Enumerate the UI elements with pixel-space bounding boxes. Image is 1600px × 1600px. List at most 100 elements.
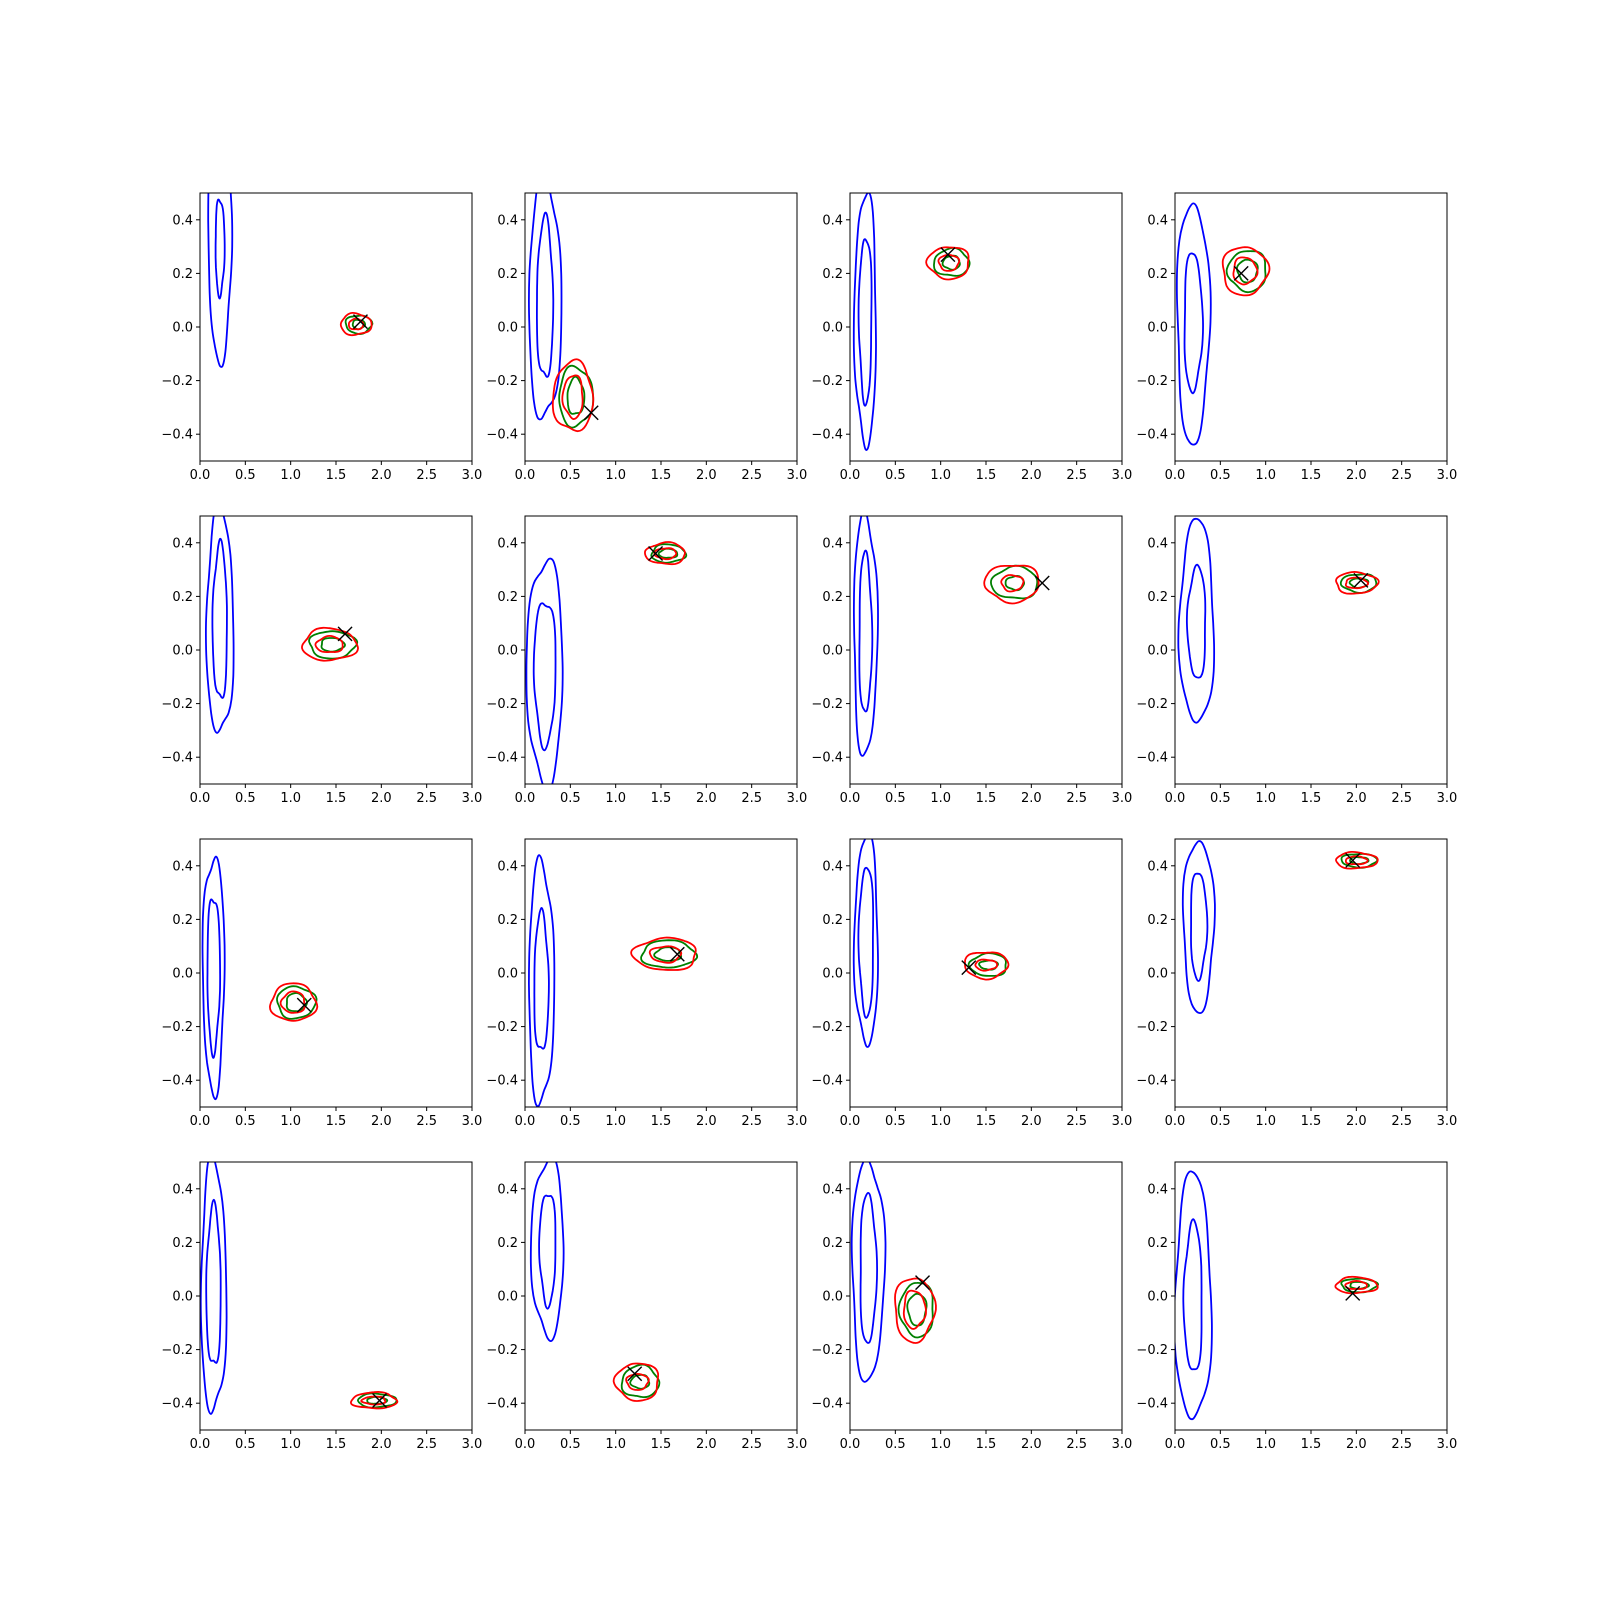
posterior-b-contour-outer bbox=[612, 1362, 660, 1402]
y-tick-label: −0.4 bbox=[161, 1397, 193, 1412]
y-tick-label: 0.4 bbox=[172, 1182, 193, 1197]
y-tick-label: 0.0 bbox=[497, 321, 518, 336]
y-tick-label: 0.4 bbox=[822, 213, 843, 228]
x-tick-label: 2.0 bbox=[1021, 1437, 1042, 1452]
x-tick-label: 1.0 bbox=[605, 791, 626, 806]
x-tick-label: 1.0 bbox=[930, 468, 951, 483]
true-value-marker bbox=[961, 960, 977, 976]
x-tick-label: 1.5 bbox=[651, 1437, 672, 1452]
posterior-b-contour-inner bbox=[1344, 1280, 1368, 1290]
y-tick-label: 0.4 bbox=[822, 536, 843, 551]
prior-contour-outer bbox=[852, 516, 879, 757]
y-tick-label: −0.4 bbox=[1136, 1397, 1168, 1412]
panel-2: 0.0 0.5 1.0 1.5 2.0 2.5 3.0 −0.4 −0.2 0.0 0.2 0.4 bbox=[486, 192, 807, 483]
x-tick-label: 0.5 bbox=[1210, 1437, 1231, 1452]
plot-area bbox=[528, 193, 599, 433]
x-tick-label: 0.0 bbox=[840, 1114, 861, 1129]
y-tick-label: −0.2 bbox=[161, 1020, 193, 1035]
panel-1: 0.0 0.5 1.0 1.5 2.0 2.5 3.0 −0.4 −0.2 0.0 0.2 0.4 bbox=[161, 192, 482, 483]
prior-contour-outer bbox=[852, 839, 879, 1048]
x-tick-label: 1.0 bbox=[1255, 468, 1276, 483]
prior-contour-inner bbox=[1185, 563, 1207, 679]
x-tick-label: 1.0 bbox=[605, 1114, 626, 1129]
true-value-marker bbox=[583, 405, 599, 421]
y-tick-label: 0.0 bbox=[822, 644, 843, 659]
posterior-b-contour-outer bbox=[1335, 571, 1380, 595]
y-tick-label: 0.2 bbox=[497, 1236, 518, 1251]
true-value-marker bbox=[296, 997, 312, 1013]
y-tick-label: 0.4 bbox=[497, 536, 518, 551]
x-tick-label: 2.5 bbox=[416, 468, 437, 483]
x-tick-label: 0.5 bbox=[560, 1437, 581, 1452]
y-tick-label: 0.2 bbox=[172, 590, 193, 605]
true-value-marker bbox=[915, 1275, 931, 1291]
x-tick-label: 0.0 bbox=[515, 1437, 536, 1452]
true-value-marker bbox=[337, 626, 353, 642]
y-tick-label: 0.4 bbox=[822, 859, 843, 874]
x-tick-label: 3.0 bbox=[787, 1437, 808, 1452]
y-tick-label: 0.2 bbox=[497, 267, 518, 282]
x-tick-label: 1.5 bbox=[326, 1437, 347, 1452]
plot-area bbox=[1177, 517, 1380, 724]
y-tick-label: −0.4 bbox=[486, 751, 518, 766]
x-tick-label: 1.0 bbox=[605, 1437, 626, 1452]
panel-8: 0.0 0.5 1.0 1.5 2.0 2.5 3.0 −0.4 −0.2 0.0 0.2 0.4 bbox=[1136, 515, 1457, 806]
posterior-a-contour-outer bbox=[558, 364, 595, 429]
y-tick-label: −0.4 bbox=[161, 751, 193, 766]
y-tick-label: −0.2 bbox=[811, 1343, 843, 1358]
plot-area bbox=[204, 516, 359, 734]
prior-contour-inner bbox=[533, 907, 550, 1050]
x-tick-label: 0.0 bbox=[190, 1114, 211, 1129]
y-tick-label: 0.2 bbox=[1147, 913, 1168, 928]
x-tick-label: 1.0 bbox=[1255, 791, 1276, 806]
x-tick-label: 2.0 bbox=[696, 468, 717, 483]
posterior-a-contour-outer bbox=[620, 1363, 661, 1399]
y-tick-label: 0.4 bbox=[1147, 536, 1168, 551]
axes-frame bbox=[1174, 515, 1448, 785]
y-tick-label: 0.0 bbox=[497, 1290, 518, 1305]
posterior-b-contour-outer bbox=[983, 564, 1040, 605]
prior-contour-outer bbox=[852, 193, 877, 451]
x-tick-label: 2.5 bbox=[1391, 1437, 1412, 1452]
y-tick-label: 0.2 bbox=[172, 267, 193, 282]
panel-4: 0.0 0.5 1.0 1.5 2.0 2.5 3.0 −0.4 −0.2 0.0 0.2 0.4 bbox=[1136, 192, 1457, 483]
y-tick-label: 0.0 bbox=[822, 1290, 843, 1305]
posterior-b-contour-outer bbox=[964, 951, 1010, 981]
prior-contour-inner bbox=[858, 549, 874, 713]
axes-frame bbox=[524, 1161, 798, 1431]
x-tick-label: 2.5 bbox=[1066, 1437, 1087, 1452]
panel-12: 0.0 0.5 1.0 1.5 2.0 2.5 3.0 −0.4 −0.2 0.0 0.2 0.4 bbox=[1136, 838, 1457, 1129]
x-tick-label: 0.5 bbox=[885, 1114, 906, 1129]
x-tick-label: 0.0 bbox=[1165, 1437, 1186, 1452]
posterior-b-contour-inner bbox=[1344, 576, 1370, 590]
y-tick-label: −0.2 bbox=[161, 697, 193, 712]
x-tick-label: 0.5 bbox=[235, 1114, 256, 1129]
x-tick-label: 1.5 bbox=[1301, 791, 1322, 806]
y-tick-label: −0.2 bbox=[1136, 1343, 1168, 1358]
y-tick-label: −0.2 bbox=[811, 697, 843, 712]
panel-7: 0.0 0.5 1.0 1.5 2.0 2.5 3.0 −0.4 −0.2 0.0 0.2 0.4 bbox=[811, 515, 1132, 806]
panel-3: 0.0 0.5 1.0 1.5 2.0 2.5 3.0 −0.4 −0.2 0.0 0.2 0.4 bbox=[811, 192, 1132, 483]
axes-frame bbox=[199, 515, 473, 785]
prior-contour-inner bbox=[538, 1194, 557, 1310]
x-tick-label: 0.0 bbox=[515, 1114, 536, 1129]
y-tick-label: 0.2 bbox=[822, 590, 843, 605]
x-tick-label: 3.0 bbox=[462, 1437, 483, 1452]
prior-contour-inner bbox=[857, 866, 875, 1019]
posterior-b-contour-outer bbox=[630, 936, 697, 971]
panel-16: 0.0 0.5 1.0 1.5 2.0 2.5 3.0 −0.4 −0.2 0.0 0.2 0.4 bbox=[1136, 1161, 1457, 1452]
y-tick-label: −0.2 bbox=[1136, 1020, 1168, 1035]
x-tick-label: 0.5 bbox=[235, 468, 256, 483]
posterior-a-contour-outer bbox=[276, 985, 318, 1020]
x-tick-label: 3.0 bbox=[787, 1114, 808, 1129]
y-tick-label: 0.4 bbox=[497, 1182, 518, 1197]
x-tick-label: 1.0 bbox=[1255, 1437, 1276, 1452]
prior-contour-outer bbox=[850, 1162, 887, 1383]
x-tick-label: 0.5 bbox=[560, 468, 581, 483]
panel-9: 0.0 0.5 1.0 1.5 2.0 2.5 3.0 −0.4 −0.2 0.0 0.2 0.4 bbox=[161, 838, 482, 1129]
x-tick-label: 2.5 bbox=[741, 1437, 762, 1452]
true-value-marker bbox=[648, 546, 664, 562]
posterior-b-contour-inner bbox=[937, 253, 961, 272]
posterior-b-contour-outer bbox=[925, 246, 970, 281]
x-tick-label: 0.0 bbox=[840, 791, 861, 806]
